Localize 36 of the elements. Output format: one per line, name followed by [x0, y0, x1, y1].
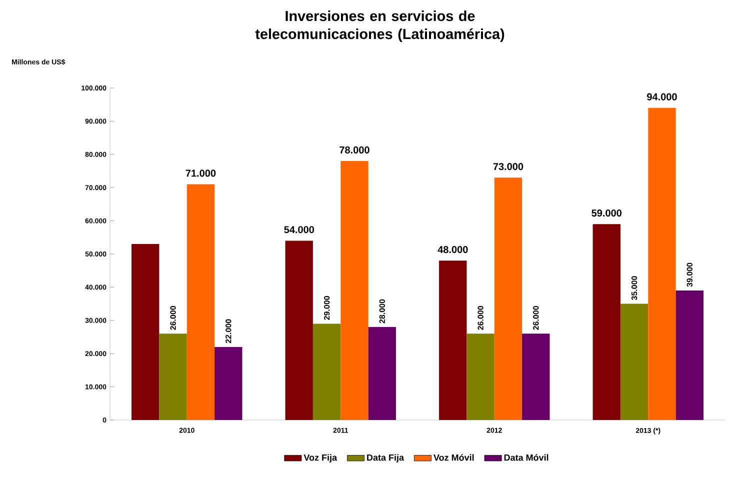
legend-label: Data Fija [367, 454, 404, 463]
data-label: 29.000 [324, 296, 330, 320]
data-label: 94.000 [647, 93, 677, 100]
data-label: 22.000 [226, 319, 232, 344]
legend-label: Voz Móvil [434, 454, 474, 461]
data-label: 28.000 [379, 299, 385, 324]
bar [159, 334, 187, 420]
data-label: 78.000 [340, 146, 370, 154]
bar [592, 224, 620, 420]
bar [186, 184, 215, 420]
bar [285, 240, 313, 420]
bar [522, 334, 550, 420]
bar [494, 178, 522, 420]
bar [439, 260, 467, 420]
data-label: 71.000 [186, 170, 216, 177]
data-label: 48.000 [438, 246, 468, 254]
bar [676, 290, 704, 420]
data-label: 39.000 [686, 262, 692, 287]
legend-label: Voz Fija [304, 454, 338, 463]
bar [466, 334, 494, 420]
bar [214, 346, 242, 420]
data-label: 35.000 [631, 276, 638, 300]
data-label: 26.000 [170, 306, 176, 330]
data-label: 59.000 [592, 210, 622, 217]
bar [368, 327, 396, 420]
bar [620, 304, 648, 420]
data-label: 26.000 [533, 306, 539, 330]
legend-label: Data Móvil [504, 454, 548, 461]
data-label: 54.000 [284, 226, 314, 234]
bar [648, 108, 676, 420]
bar [312, 324, 341, 420]
bar [132, 244, 160, 420]
bar [340, 161, 368, 420]
data-label: 73.000 [493, 163, 524, 170]
chart-title: Inversiones en servicios de telecomunicaciones (Latinoamérica) [255, 10, 504, 42]
data-label: 26.000 [478, 306, 484, 330]
